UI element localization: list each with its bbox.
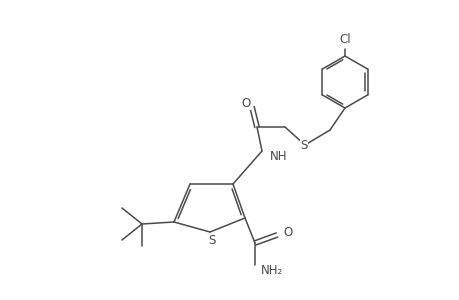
Text: S: S <box>208 233 215 247</box>
Text: O: O <box>282 226 291 239</box>
Text: Cl: Cl <box>338 33 350 46</box>
Text: NH: NH <box>269 149 287 163</box>
Text: S: S <box>300 139 307 152</box>
Text: O: O <box>241 97 250 110</box>
Text: NH₂: NH₂ <box>260 263 283 277</box>
